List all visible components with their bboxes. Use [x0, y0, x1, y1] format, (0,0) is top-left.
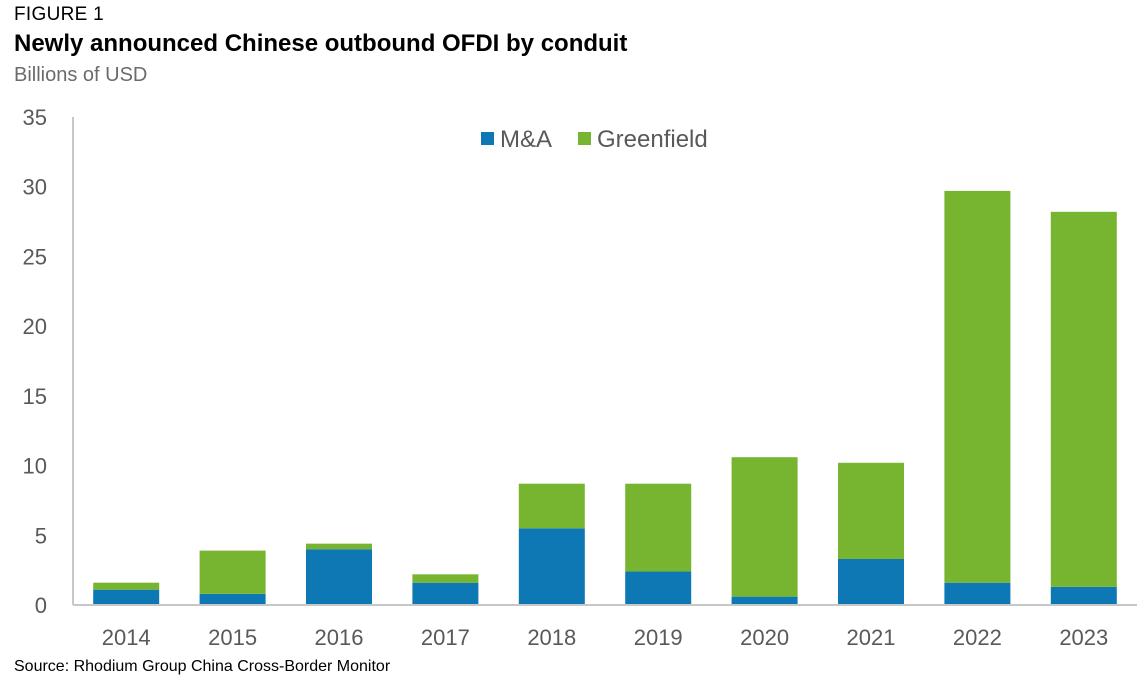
bar-greenfield-2019 [625, 483, 692, 572]
x-tick-label: 2014 [102, 625, 151, 650]
figure-label: FIGURE 1 [14, 4, 105, 25]
bar-greenfield-2016 [306, 543, 372, 550]
bar-greenfield-2015 [199, 550, 266, 594]
legend: M&A Greenfield [481, 126, 708, 153]
y-tick-label: 5 [35, 523, 47, 548]
bar-group [93, 190, 1117, 605]
bar-greenfield-2023 [1050, 211, 1117, 587]
bar-ma-2018 [518, 528, 585, 605]
y-tick-label: 15 [23, 384, 47, 409]
x-tick-label: 2020 [740, 625, 789, 650]
x-tick-label: 2017 [421, 625, 470, 650]
x-tick-label: 2019 [634, 625, 683, 650]
bar-ma-2021 [838, 558, 904, 605]
bar-ma-2019 [625, 571, 692, 605]
bar-greenfield-2021 [838, 462, 904, 559]
bar-ma-2016 [306, 549, 372, 605]
y-tick-label: 20 [23, 314, 47, 339]
legend-label-ma: M&A [500, 126, 552, 153]
x-tick-label: 2018 [527, 625, 576, 650]
y-tick-label: 25 [23, 244, 47, 269]
y-tick-label: 0 [35, 593, 47, 618]
legend-label-greenfield: Greenfield [597, 126, 708, 153]
y-tick-label: 10 [23, 454, 47, 479]
bar-greenfield-2014 [93, 582, 160, 590]
y-tick-label: 30 [23, 175, 47, 200]
legend-swatch-greenfield [578, 132, 591, 145]
x-tick-label: 2016 [315, 625, 364, 650]
chart-subtitle: Billions of USD [14, 64, 148, 86]
bar-greenfield-2022 [944, 190, 1011, 583]
bar-ma-2020 [731, 596, 798, 605]
chart-title: Newly announced Chinese outbound OFDI by… [14, 30, 628, 57]
bar-greenfield-2020 [731, 457, 798, 597]
source-note: Source: Rhodium Group China Cross-Border… [14, 658, 391, 675]
y-axis-ticks: 0 5 10 15 20 25 30 35 [23, 105, 47, 618]
legend-swatch-ma [481, 132, 494, 145]
x-tick-label: 2023 [1059, 625, 1108, 650]
bar-ma-2015 [199, 593, 266, 605]
x-axis-ticks: 2014 2015 2016 2017 2018 2019 2020 2021 2022 2023 [102, 625, 1109, 650]
x-tick-label: 2021 [847, 625, 896, 650]
bar-ma-2022 [944, 582, 1011, 605]
bar-greenfield-2018 [518, 483, 585, 529]
x-tick-label: 2015 [208, 625, 257, 650]
bar-ma-2014 [93, 589, 160, 605]
bar-ma-2017 [412, 582, 479, 605]
bar-ma-2023 [1050, 586, 1117, 605]
y-tick-label: 35 [23, 105, 47, 130]
x-tick-label: 2022 [953, 625, 1002, 650]
bar-greenfield-2017 [412, 574, 479, 583]
